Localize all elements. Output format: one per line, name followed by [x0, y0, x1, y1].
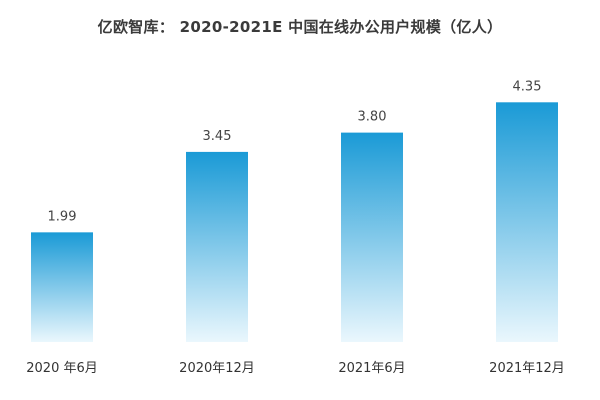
value-label: 4.35: [513, 79, 542, 94]
bar: [341, 132, 403, 342]
category-labels-group: 2020 年6月 2020年12月 2021年6月 2021年12月: [26, 361, 565, 376]
bar: [496, 102, 558, 342]
bar: [186, 151, 248, 342]
value-label: 3.80: [358, 110, 387, 125]
bars-group: [31, 102, 558, 342]
category-label: 2021年12月: [489, 361, 565, 376]
category-label: 2021年6月: [338, 361, 405, 376]
value-label: 3.45: [203, 129, 232, 144]
value-labels-group: 1.99 3.45 3.80 4.35: [48, 79, 542, 224]
category-label: 2020年12月: [179, 361, 255, 376]
chart-title: 亿欧智库： 2020-2021E 中国在线办公用户规模（亿人）: [97, 18, 503, 36]
category-label: 2020 年6月: [26, 361, 98, 376]
value-label: 1.99: [48, 209, 77, 224]
bar: [31, 232, 93, 342]
